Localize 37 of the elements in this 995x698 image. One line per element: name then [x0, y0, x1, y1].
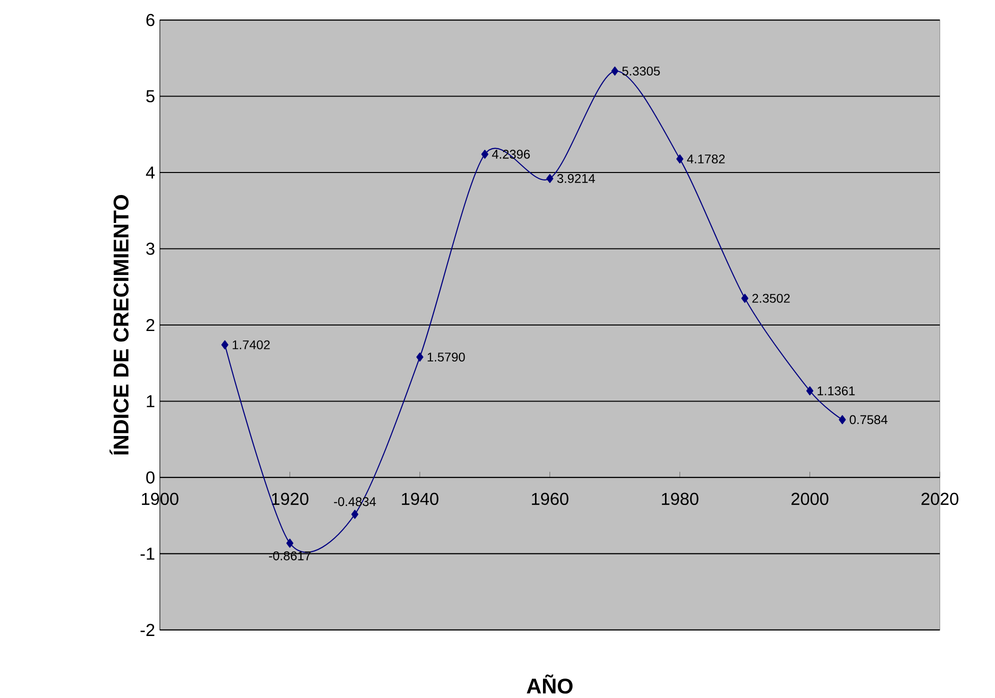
y-tick-label: 1 [146, 395, 154, 408]
y-tick-label: 0 [146, 471, 154, 484]
y-tick-label: -1 [140, 548, 154, 560]
y-tick-label: -2 [140, 624, 154, 636]
point [546, 174, 554, 184]
point [481, 150, 488, 159]
data-label: 5.3305 [622, 66, 660, 76]
data-label: 3.9214 [557, 174, 595, 183]
x-tick-label: 1940 [402, 492, 438, 505]
point [351, 510, 358, 519]
y-tick-label: 4 [146, 166, 155, 178]
point [416, 352, 424, 362]
data-label: 2.3502 [752, 294, 790, 303]
data-label: 4.1782 [687, 154, 725, 164]
y-tick-label: 2 [146, 318, 154, 332]
y-tick-label: 3 [146, 242, 154, 255]
point [806, 386, 814, 396]
x-tick-label: 1960 [532, 492, 568, 505]
data-label: 1.5790 [428, 352, 465, 362]
point [221, 340, 228, 350]
point [286, 538, 294, 548]
y-axis-title: ÍNDICE DE CRECIMIENTO [110, 195, 129, 455]
point [741, 294, 748, 303]
point [838, 415, 846, 424]
data-label: -0.8617 [269, 551, 311, 560]
y-tick-label: 6 [146, 14, 154, 26]
x-tick-label: 1920 [272, 492, 308, 505]
point [676, 154, 684, 164]
data-label: 1.7402 [232, 340, 270, 350]
x-axis-title: AÑO [526, 674, 573, 694]
data-label: 1.1361 [818, 386, 855, 396]
y-tick-label: 5 [146, 90, 154, 102]
x-tick-label: 2020 [922, 492, 958, 505]
data-label: 0.7584 [850, 415, 888, 424]
x-tick-label: 1980 [662, 492, 698, 505]
x-tick-label: 2000 [792, 492, 828, 505]
point [611, 66, 618, 76]
